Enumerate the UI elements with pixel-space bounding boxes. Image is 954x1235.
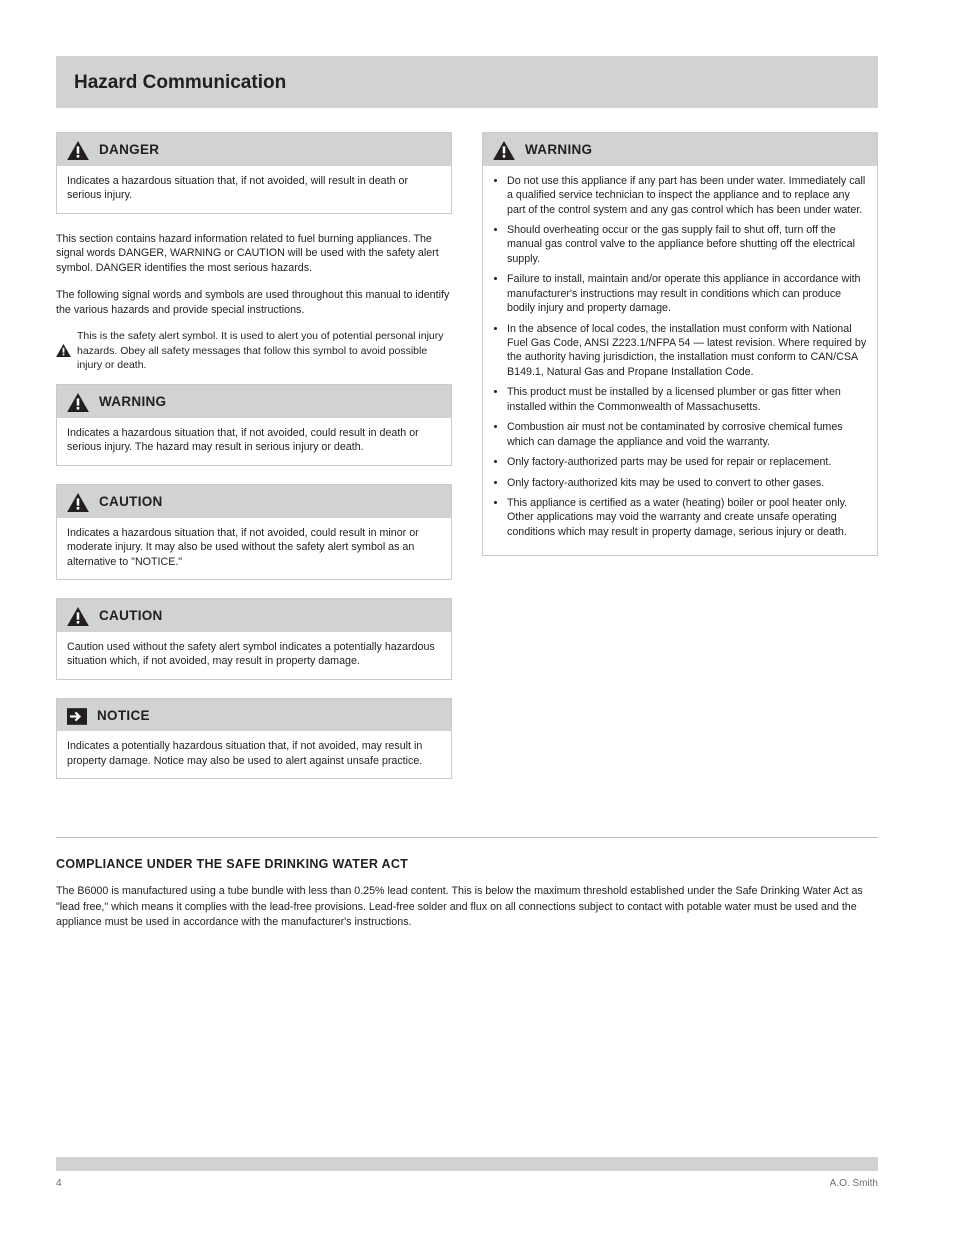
footer-doc-id: A.O. Smith bbox=[830, 1177, 878, 1191]
intro-2: The following signal words and symbols a… bbox=[56, 288, 452, 318]
notice-head: NOTICE bbox=[57, 699, 451, 731]
general-warning-item: Should overheating occur or the gas supp… bbox=[507, 223, 867, 266]
danger-body: Indicates a hazardous situation that, if… bbox=[57, 166, 451, 213]
caution-nosymbol-label: CAUTION bbox=[99, 607, 163, 625]
page: Hazard Communication DANGER Indicates a … bbox=[0, 0, 954, 1235]
inline-alert: This is the safety alert symbol. It is u… bbox=[56, 329, 452, 372]
footer-line: 4 A.O. Smith bbox=[56, 1177, 878, 1191]
caution-body: Indicates a hazardous situation that, if… bbox=[57, 518, 451, 579]
warning-icon bbox=[67, 393, 89, 412]
intro-1: This section contains hazard information… bbox=[56, 232, 452, 276]
general-warning-item: This product must be installed by a lice… bbox=[507, 385, 867, 414]
caution-nosymbol-box: CAUTION Caution used without the safety … bbox=[56, 598, 452, 680]
general-warning-label: WARNING bbox=[525, 141, 592, 159]
warning-icon bbox=[67, 141, 89, 160]
general-warning-item: Combustion air must not be contaminated … bbox=[507, 420, 867, 449]
warning-icon bbox=[67, 607, 89, 626]
notice-body: Indicates a potentially hazardous situat… bbox=[57, 731, 451, 778]
general-warning-box: WARNING Do not use this appliance if any… bbox=[482, 132, 878, 557]
page-number: 4 bbox=[56, 1177, 62, 1191]
warning-icon bbox=[67, 493, 89, 512]
caution-box: CAUTION Indicates a hazardous situation … bbox=[56, 484, 452, 580]
warning-icon bbox=[56, 344, 71, 357]
danger-label: DANGER bbox=[99, 141, 159, 159]
footer-bar bbox=[56, 1157, 878, 1171]
general-warning-item: Only factory-authorized kits may be used… bbox=[507, 476, 867, 490]
caution-nosymbol-head: CAUTION bbox=[57, 599, 451, 632]
warning-box-left: WARNING Indicates a hazardous situation … bbox=[56, 384, 452, 466]
notice-label: NOTICE bbox=[97, 707, 150, 725]
general-warning-item: In the absence of local codes, the insta… bbox=[507, 322, 867, 380]
caution-label: CAUTION bbox=[99, 493, 163, 511]
compliance-heading: COMPLIANCE UNDER THE SAFE DRINKING WATER… bbox=[56, 856, 878, 874]
caution-nosymbol-body: Caution used without the safety alert sy… bbox=[57, 632, 451, 679]
compliance-section: COMPLIANCE UNDER THE SAFE DRINKING WATER… bbox=[56, 856, 878, 930]
compliance-body: The B6000 is manufactured using a tube b… bbox=[56, 884, 878, 930]
columns: DANGER Indicates a hazardous situation t… bbox=[56, 132, 878, 797]
right-column: WARNING Do not use this appliance if any… bbox=[482, 132, 878, 797]
warning-head-left: WARNING bbox=[57, 385, 451, 418]
warning-icon bbox=[493, 141, 515, 160]
inline-alert-text: This is the safety alert symbol. It is u… bbox=[77, 329, 452, 372]
footer: 4 A.O. Smith bbox=[56, 1157, 878, 1191]
general-warning-head: WARNING bbox=[483, 133, 877, 166]
notice-box: NOTICE Indicates a potentially hazardous… bbox=[56, 698, 452, 779]
general-warning-list: Do not use this appliance if any part ha… bbox=[493, 174, 867, 540]
page-title: Hazard Communication bbox=[74, 70, 860, 96]
general-warning-item: Failure to install, maintain and/or oper… bbox=[507, 272, 867, 315]
danger-head: DANGER bbox=[57, 133, 451, 166]
divider bbox=[56, 837, 878, 838]
danger-box: DANGER Indicates a hazardous situation t… bbox=[56, 132, 452, 214]
left-column: DANGER Indicates a hazardous situation t… bbox=[56, 132, 452, 797]
left-flow: This section contains hazard information… bbox=[56, 232, 452, 372]
general-warning-item: This appliance is certified as a water (… bbox=[507, 496, 867, 539]
general-warning-body: Do not use this appliance if any part ha… bbox=[483, 166, 877, 556]
title-bar: Hazard Communication bbox=[56, 56, 878, 108]
general-warning-item: Do not use this appliance if any part ha… bbox=[507, 174, 867, 217]
warning-body-left: Indicates a hazardous situation that, if… bbox=[57, 418, 451, 465]
warning-label-left: WARNING bbox=[99, 393, 166, 411]
arrow-icon bbox=[67, 708, 87, 725]
general-warning-item: Only factory-authorized parts may be use… bbox=[507, 455, 867, 469]
caution-head: CAUTION bbox=[57, 485, 451, 518]
